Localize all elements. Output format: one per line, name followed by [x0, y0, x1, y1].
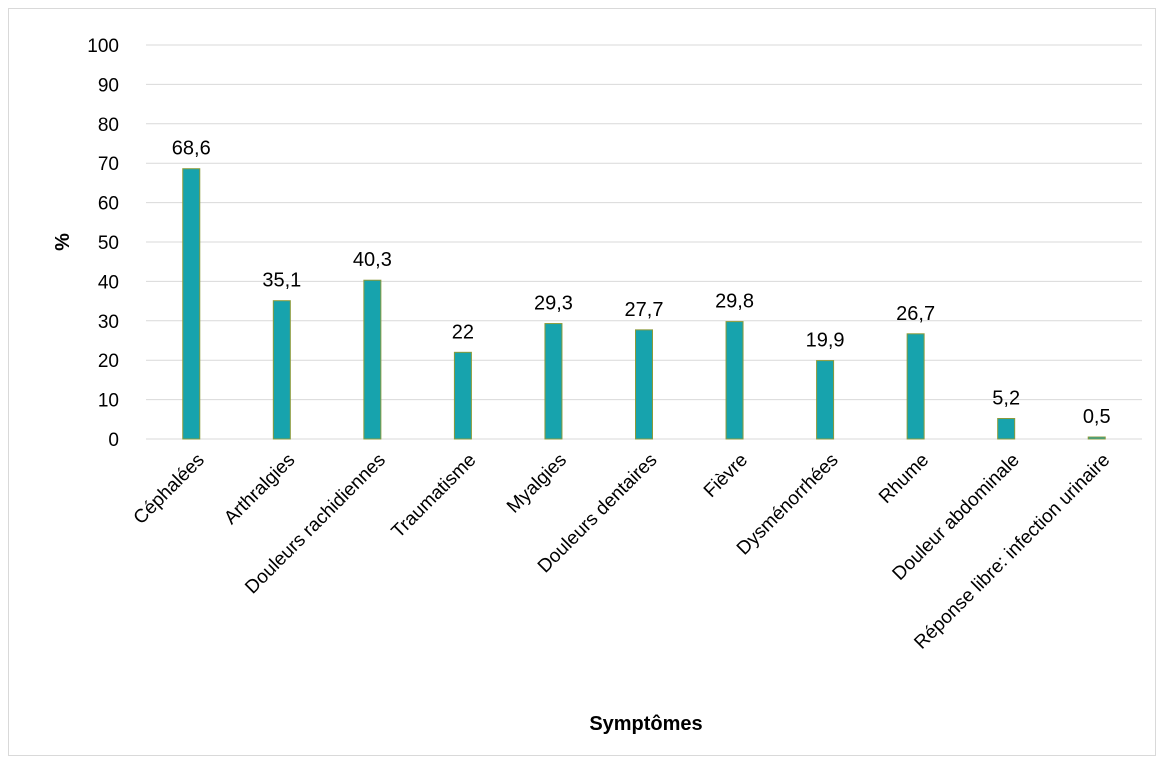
bar [1087, 436, 1106, 440]
data-label: 26,7 [896, 303, 935, 325]
bars [182, 168, 1106, 440]
y-tick-label: 40 [98, 272, 119, 293]
bar [997, 418, 1016, 440]
y-tick-label: 50 [98, 233, 119, 254]
y-tick-label: 0 [108, 430, 119, 451]
x-category-label: Traumatisme [388, 450, 481, 543]
x-axis-title: Symptômes [589, 713, 702, 735]
bar [906, 333, 925, 440]
x-category-label: Céphalées [130, 450, 209, 529]
y-tick-label: 70 [98, 154, 119, 175]
data-label: 27,7 [625, 299, 664, 321]
y-tick-label: 10 [98, 391, 119, 412]
y-tick-label: 20 [98, 351, 119, 372]
y-tick-label: 90 [98, 75, 119, 96]
data-label: 68,6 [172, 138, 211, 160]
bar-chart: 0 10 20 30 40 50 60 70 80 90 100 68,6 35,1 40,3 22 29,… [52, 36, 1142, 735]
data-label: 29,3 [534, 293, 573, 315]
x-category-label: Arthralgies [220, 450, 299, 529]
chart-frame: 0 10 20 30 40 50 60 70 80 90 100 68,6 35,1 40,3 22 29,… [8, 8, 1156, 756]
bar [453, 351, 472, 440]
data-label: 0,5 [1083, 406, 1111, 428]
x-category-label: Myalgies [503, 450, 571, 518]
data-label: 19,9 [806, 330, 845, 352]
y-tick-label: 80 [98, 115, 119, 136]
data-label: 5,2 [992, 388, 1020, 410]
y-tick-label: 60 [98, 194, 119, 215]
bar [635, 329, 653, 440]
bar [363, 279, 382, 440]
data-label: 29,8 [715, 291, 754, 313]
bar [182, 168, 201, 440]
y-axis-ticks: 0 10 20 30 40 50 60 70 80 90 100 [87, 36, 119, 451]
bar [725, 321, 744, 440]
y-axis-title: % [52, 233, 74, 251]
bar [544, 323, 563, 440]
y-tick-label: 30 [98, 312, 119, 333]
x-category-label: Rhume [875, 450, 933, 508]
bar [272, 300, 291, 440]
gridlines [146, 44, 1142, 440]
data-labels: 68,6 35,1 40,3 22 29,3 27,7 29,8 19,9 26,7 5,2 0,5 [172, 138, 1111, 428]
y-tick-label: 100 [87, 36, 119, 57]
data-label: 40,3 [353, 249, 392, 271]
data-label: 22 [452, 321, 474, 343]
data-label: 35,1 [262, 270, 301, 292]
x-category-label: Fièvre [700, 450, 752, 502]
bar [816, 360, 835, 440]
x-category-label: Réponse libre: infection urinaire [910, 450, 1114, 654]
